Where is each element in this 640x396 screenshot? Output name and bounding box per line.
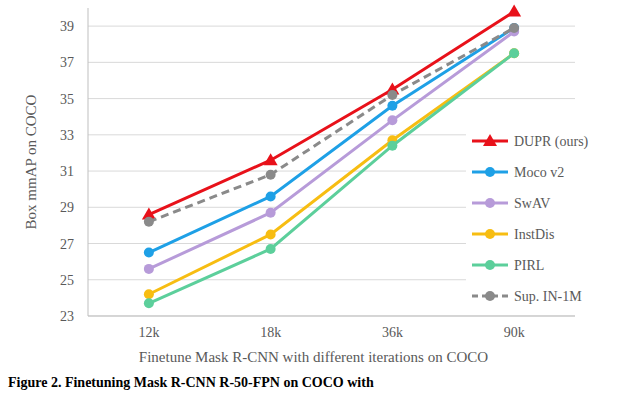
y-tick-label: 27 xyxy=(60,237,74,252)
series-line xyxy=(149,53,514,294)
data-point xyxy=(266,208,276,218)
y-axis-line xyxy=(88,8,89,316)
x-tick-label: 18k xyxy=(260,325,281,340)
chart-container: 23 25 27 29 31 33 35 37 39 12k 18k 36k 90k Box mmAP o… xyxy=(0,0,640,396)
y-tick-label: 25 xyxy=(60,273,74,288)
legend-label: Moco v2 xyxy=(514,165,564,180)
y-tick-label: 37 xyxy=(60,55,74,70)
y-tick-label: 31 xyxy=(60,164,74,179)
legend-marker xyxy=(485,198,495,208)
y-axis-label: Box mmAP on COCO xyxy=(23,94,39,229)
data-point xyxy=(387,115,397,125)
legend-marker xyxy=(485,260,495,270)
data-point xyxy=(387,141,397,151)
grid-line xyxy=(88,316,575,317)
legend-label: DUPR (ours) xyxy=(514,134,589,150)
series-line xyxy=(149,12,514,215)
legend-label: PIRL xyxy=(514,258,544,273)
y-tick-label: 23 xyxy=(60,309,74,324)
chart-svg: 23 25 27 29 31 33 35 37 39 12k 18k 36k 90k Box mmAP o… xyxy=(0,0,640,396)
data-point xyxy=(144,217,154,227)
legend-label: Sup. IN-1M xyxy=(514,289,582,304)
data-point xyxy=(387,90,397,100)
data-point xyxy=(266,191,276,201)
series-line xyxy=(149,32,514,269)
data-point xyxy=(264,153,278,165)
grid-line xyxy=(88,98,575,99)
series-line xyxy=(149,53,514,303)
y-tick-label: 35 xyxy=(60,92,74,107)
data-point xyxy=(266,244,276,254)
series-line xyxy=(149,28,514,222)
data-point xyxy=(266,170,276,180)
data-point xyxy=(509,23,519,33)
legend-label: SwAV xyxy=(514,196,550,211)
x-tick-label: 36k xyxy=(382,325,403,340)
legend-marker xyxy=(485,229,495,239)
legend-marker xyxy=(483,134,497,146)
x-tick-label: 12k xyxy=(138,325,159,340)
data-point xyxy=(144,298,154,308)
legend-marker xyxy=(485,291,495,301)
legend-marker xyxy=(485,167,495,177)
data-point xyxy=(509,23,519,33)
data-point xyxy=(509,48,519,58)
data-point xyxy=(144,289,154,299)
x-axis-line xyxy=(88,316,575,317)
legend-label: InstDis xyxy=(514,227,554,242)
data-point xyxy=(507,5,521,17)
plot-area xyxy=(142,5,521,309)
x-axis-label: Finetune Mask R-CNN with different itera… xyxy=(139,349,488,365)
series-line xyxy=(149,28,514,253)
grid-line xyxy=(88,26,575,27)
y-tick-label: 33 xyxy=(60,128,74,143)
data-point xyxy=(509,48,519,58)
y-tick-label: 29 xyxy=(60,200,74,215)
data-point xyxy=(266,229,276,239)
data-point xyxy=(144,264,154,274)
legend: DUPR (ours) Moco v2 SwAV InstDis PIRL Sup. IN… xyxy=(466,125,632,315)
data-point xyxy=(144,248,154,258)
y-tick-label: 39 xyxy=(60,19,74,34)
data-point xyxy=(387,101,397,111)
grid-line xyxy=(88,171,575,172)
caption: Figure 2. Finetuning Mask R-CNN R-50-FPN… xyxy=(8,375,374,390)
legend-background xyxy=(466,125,632,315)
x-tick-label: 90k xyxy=(504,325,525,340)
